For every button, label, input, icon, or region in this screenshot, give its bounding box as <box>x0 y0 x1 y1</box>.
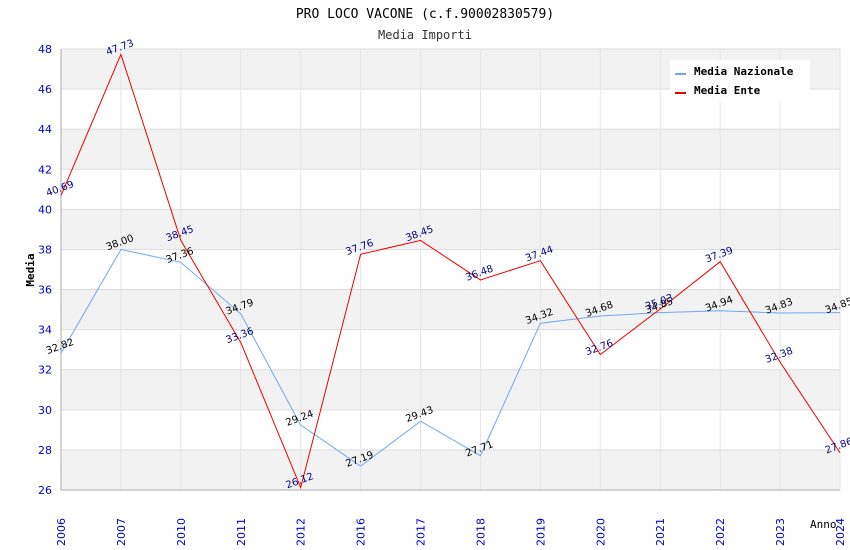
x-tick-label: 2017 <box>415 518 428 546</box>
data-label-media-nazionale: 32.82 <box>45 337 76 357</box>
data-label-media-ente: 32.38 <box>764 346 795 366</box>
y-tick-label: 42 <box>38 163 52 176</box>
y-tick-label: 38 <box>38 243 52 256</box>
y-tick-label: 26 <box>38 484 52 497</box>
x-tick-label: 2006 <box>55 518 68 546</box>
chart-title: PRO LOCO VACONE (c.f.90002830579) <box>296 7 554 22</box>
grid-band <box>61 289 840 330</box>
y-tick-labels: 26 28 30 32 34 36 38 40 42 44 46 48 <box>38 43 52 497</box>
y-tick-label: 48 <box>38 43 52 56</box>
y-tick-label: 30 <box>38 404 52 417</box>
series-lines <box>60 52 841 490</box>
x-tick-label: 2011 <box>235 518 248 546</box>
series-line-media-ente <box>60 52 841 490</box>
grid-band <box>61 129 840 170</box>
x-tick-label: 2019 <box>534 518 547 546</box>
y-tick-label: 44 <box>38 123 52 136</box>
grid-bands <box>61 49 840 490</box>
x-tick-label: 2021 <box>654 518 667 546</box>
x-tick-label: 2012 <box>295 518 308 546</box>
x-tick-label: 2007 <box>115 518 128 546</box>
legend-box <box>670 60 810 102</box>
data-label-media-ente: 32.76 <box>584 338 615 358</box>
y-tick-label: 32 <box>38 364 52 377</box>
series-line-media-nazionale <box>60 248 841 467</box>
y-tick-label: 28 <box>38 444 52 457</box>
x-tick-labels: 2006 2007 2010 2011 2012 2016 2017 2018 2019 2020… <box>55 518 847 546</box>
x-tick-label: 2018 <box>474 518 487 546</box>
y-tick-label: 40 <box>38 203 52 216</box>
data-label-media-nazionale: 29.24 <box>284 409 315 429</box>
legend-label-media-ente: Media Ente <box>694 84 761 97</box>
axes <box>60 49 840 491</box>
y-axis-label: Media <box>24 253 37 286</box>
x-tick-label: 2023 <box>774 518 787 546</box>
grid-lines <box>60 48 841 491</box>
chart-subtitle: Media Importi <box>378 28 472 42</box>
legend: Media Nazionale Media Ente <box>670 60 810 102</box>
grid-band <box>61 209 840 250</box>
data-label-media-ente: 36.48 <box>464 264 495 284</box>
x-tick-label: 2022 <box>714 518 727 546</box>
y-tick-label: 36 <box>38 284 52 297</box>
data-labels: 32.8238.0037.3634.7929.2427.1929.4327.71… <box>45 38 850 491</box>
y-tick-label: 46 <box>38 83 52 96</box>
x-tick-label: 2010 <box>175 518 188 546</box>
grid-band <box>61 369 840 410</box>
x-axis-label: Anno <box>810 518 837 531</box>
data-label-media-ente: 40.69 <box>45 179 76 199</box>
x-tick-label: 2024 <box>834 518 847 546</box>
legend-label-media-nazionale: Media Nazionale <box>694 65 794 78</box>
x-tick-label: 2016 <box>355 518 368 546</box>
y-tick-label: 34 <box>38 324 52 337</box>
x-tick-label: 2020 <box>594 518 607 546</box>
grid-band <box>61 449 840 490</box>
